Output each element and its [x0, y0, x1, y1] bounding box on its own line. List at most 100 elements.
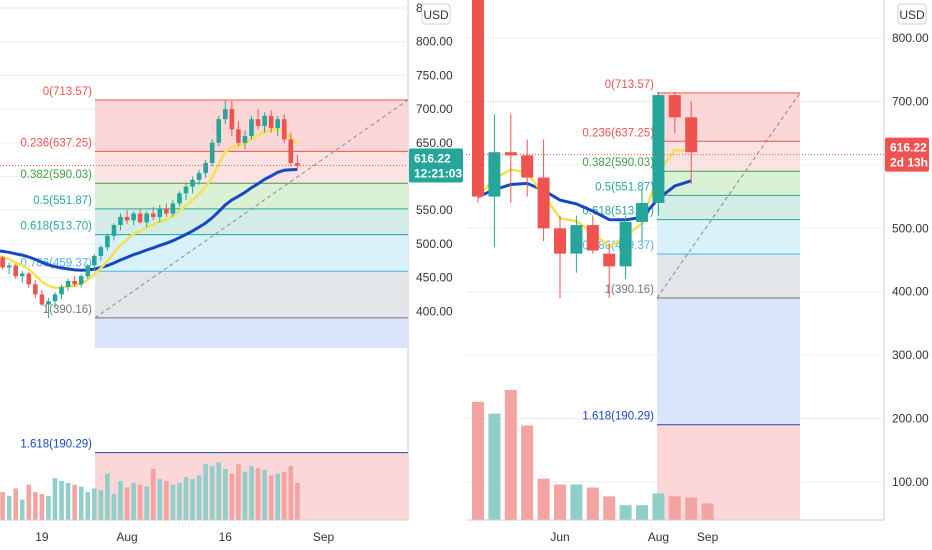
candle-body [554, 228, 566, 254]
fib-zone [657, 254, 800, 298]
volume-bar [701, 503, 714, 520]
fib-zone [657, 141, 800, 172]
candle-body [255, 119, 261, 126]
candle-body [586, 225, 599, 251]
volume-bar [685, 497, 698, 520]
candle-body [488, 152, 501, 197]
candle-body [570, 225, 583, 254]
candle-body [537, 177, 550, 229]
candle-body [268, 115, 274, 128]
price-tick-label: 300.00 [892, 348, 929, 362]
last-price-value: 616.22 [890, 141, 927, 155]
volume-bar [144, 486, 149, 520]
fib-zone [657, 424, 800, 520]
volume-bar [85, 492, 91, 520]
candle-body [92, 256, 97, 266]
volume-bar [242, 471, 248, 520]
candle-body [190, 179, 195, 187]
volume-bar [46, 495, 51, 520]
candle-body [111, 225, 117, 236]
fib-zone [95, 151, 408, 184]
volume-bar [157, 479, 163, 520]
volume-bar [249, 466, 254, 520]
candle-body [19, 273, 25, 277]
candle-body [105, 235, 110, 248]
volume-bar [236, 464, 241, 520]
fib-zone [657, 219, 800, 255]
volume-bar [190, 479, 195, 520]
last-price-badge [885, 137, 929, 172]
volume-bar [0, 492, 5, 520]
price-tick-label: 800.00 [892, 31, 929, 45]
candle-body [223, 109, 228, 120]
candle-body [124, 216, 130, 221]
volume-bar [118, 481, 123, 520]
volume-bar [570, 484, 583, 520]
time-tick-label: Aug [648, 530, 669, 544]
volume-bar [52, 478, 58, 520]
volume-bar [203, 464, 208, 520]
fib-zone [95, 271, 408, 318]
candle-body [196, 173, 202, 180]
currency-button[interactable] [897, 3, 927, 25]
price-tick-label: 750.00 [416, 68, 453, 82]
candle-body [33, 284, 38, 295]
candle-body [85, 265, 91, 277]
candle-body [131, 213, 136, 221]
ema-fast-line [0, 126, 299, 290]
candle-body [668, 95, 681, 118]
candle-body [72, 280, 77, 285]
left-chart-pane: 0(713.57) 0.236(637.25) 0.382(590.03) 0.5(5… [0, 0, 463, 544]
candle-body [685, 117, 698, 153]
fib-zone [95, 234, 408, 272]
volume-bar [262, 469, 267, 520]
volume-bar [636, 505, 648, 520]
volume-bar [150, 468, 156, 520]
price-tick-label: 650.00 [416, 136, 453, 150]
volume-bar [209, 466, 215, 520]
volume-bar [521, 425, 534, 520]
price-tick-label: 100.00 [892, 475, 929, 489]
volume-bar [216, 462, 222, 520]
candle-body [275, 119, 280, 128]
time-tick-label: 16 [219, 530, 233, 544]
candle-body [203, 163, 208, 174]
currency-button-label: USD [423, 8, 449, 22]
volume-bar [268, 475, 274, 520]
candle-body [26, 273, 32, 285]
volume-bar [554, 484, 566, 520]
candle-body [118, 216, 123, 225]
time-tick-label: Sep [697, 530, 719, 544]
candle-body [183, 186, 189, 194]
volume-bar [586, 487, 599, 520]
candle-body [98, 247, 104, 256]
price-tick-label: 500.00 [892, 221, 929, 235]
candle-body [39, 294, 45, 305]
volume-bar [111, 494, 117, 520]
volume-bar [33, 492, 38, 520]
volume-bar [183, 477, 189, 520]
volume-bar [668, 496, 681, 520]
last-price-badge [409, 148, 463, 183]
price-tick-label: 800.00 [416, 35, 453, 49]
candle-body [521, 155, 534, 178]
currency-button-label: USD [899, 8, 925, 22]
candle-body [6, 265, 12, 268]
fib-level-label: 0.236(637.25) [20, 137, 92, 149]
volume-bar [504, 390, 517, 520]
price-tick-label: 400.00 [892, 285, 929, 299]
volume-bar [6, 495, 12, 520]
candle-body [652, 95, 665, 203]
volume-bar [603, 496, 616, 520]
volume-bar [39, 494, 45, 520]
fib-level-label: 0.382(590.03) [582, 157, 654, 169]
candle-body [288, 139, 294, 163]
currency-button[interactable] [421, 3, 451, 25]
fib-level-label: 1(390.16) [605, 284, 654, 296]
candle-body [144, 213, 149, 223]
candle-body [65, 280, 71, 287]
volume-bar [537, 478, 550, 520]
candle-body [164, 208, 169, 214]
